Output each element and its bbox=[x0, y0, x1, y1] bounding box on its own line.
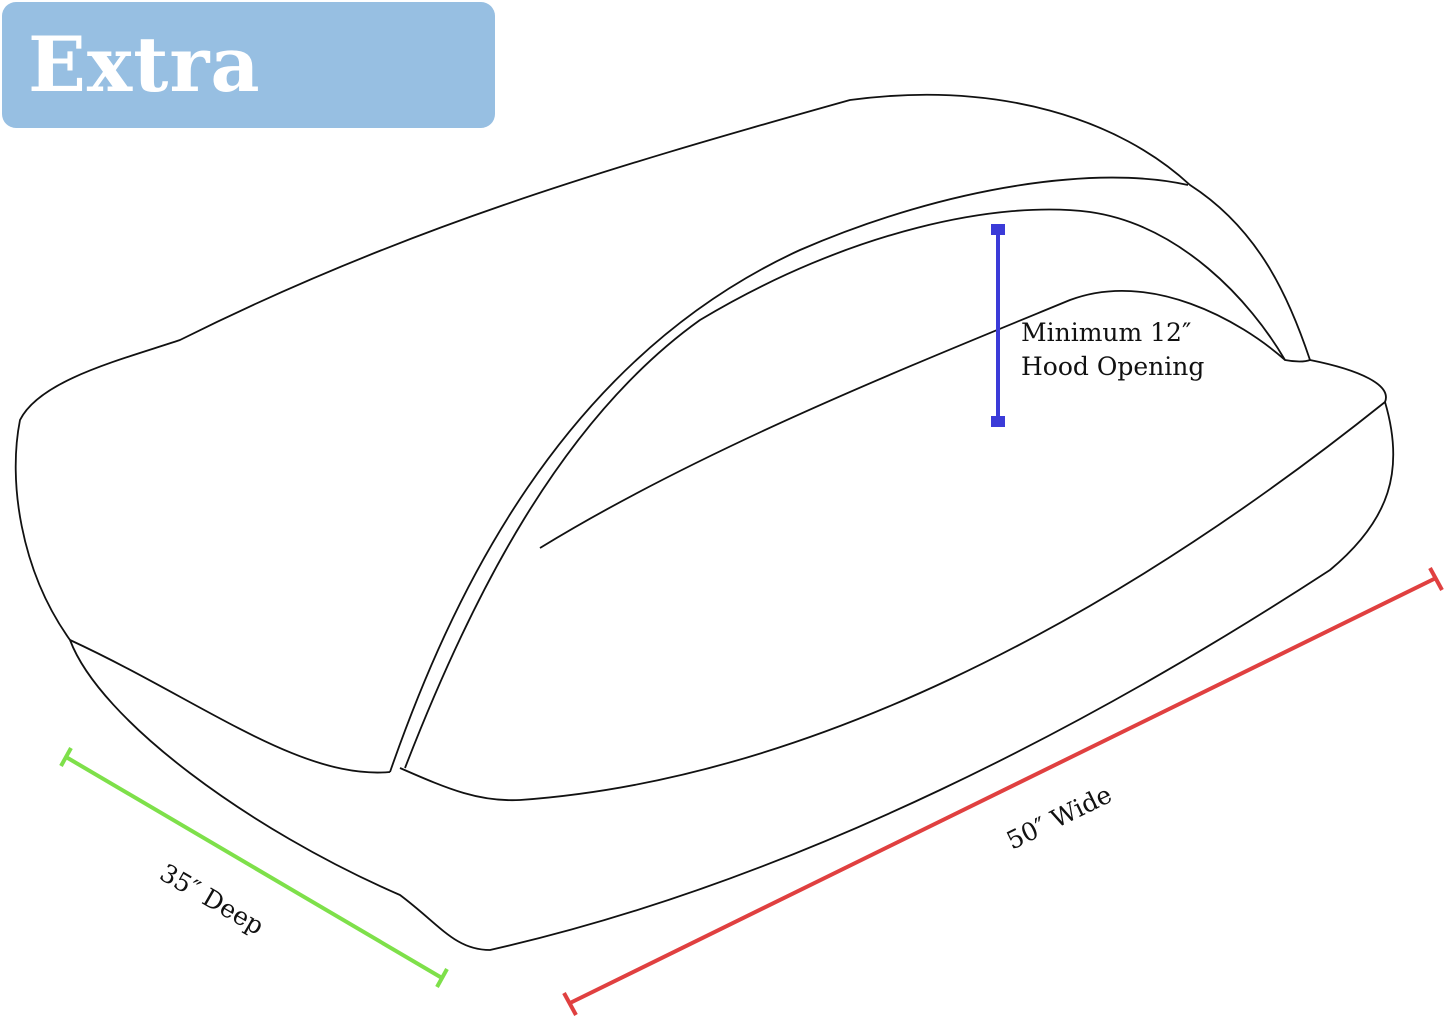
left-bolster-edge bbox=[69, 639, 391, 774]
hood-label-line2: Hood Opening bbox=[1021, 352, 1204, 381]
hood-marker bbox=[991, 224, 1005, 427]
width-marker bbox=[562, 567, 1444, 1016]
size-badge: Extra Large bbox=[2, 2, 495, 235]
depth-label: 35″ Deep bbox=[155, 858, 269, 940]
front-bolster-edge bbox=[399, 401, 1386, 802]
hood-label-line1: Minimum 12″ bbox=[1021, 318, 1191, 347]
width-label: 50″ Wide bbox=[1002, 780, 1116, 856]
hood-front-arc bbox=[389, 176, 1189, 773]
outer-outline bbox=[14, 94, 1395, 951]
hood-back-edge bbox=[539, 290, 1311, 549]
depth-marker bbox=[59, 747, 449, 988]
hood-inner-arc bbox=[404, 208, 1286, 769]
bed-outline bbox=[14, 94, 1395, 951]
